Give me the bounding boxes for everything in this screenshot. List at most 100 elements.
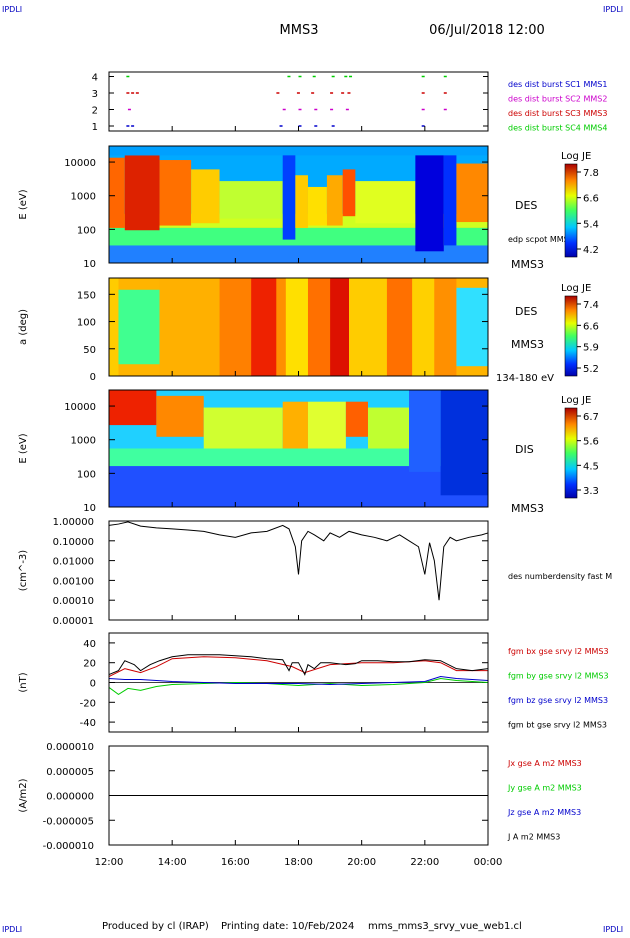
bfield-ytick-label: -40 [80, 718, 96, 729]
density-ytick-label: 0.00010 [53, 596, 94, 607]
burst-legend-label: des dist burst SC3 MMS3 [508, 109, 607, 118]
time-tick-label: 12:00 [95, 857, 124, 868]
burst-legend-label: des dist burst SC1 MMS1 [508, 80, 607, 89]
panel-current: -0.000010 -0.000005 0.000000 0.000005 0.0000… [18, 742, 582, 852]
des-energy-ytick-label: 10000 [64, 158, 96, 169]
spectrogram-band [109, 157, 125, 228]
time-axis: 12:00 14:00 16:00 18:00 20:00 22:00 00:00 [95, 126, 502, 868]
des-energy-colorbar-title: Log JE [561, 151, 591, 162]
des-energy-colorbar-tick-label: 7.8 [583, 168, 599, 179]
spectrogram-band [307, 278, 331, 376]
spectrogram-band [219, 278, 252, 376]
current-ytick-label: -0.000010 [43, 841, 94, 852]
spectrogram-band [355, 181, 416, 224]
density-ytick-label: 1.00000 [53, 517, 94, 528]
dis-energy-colorbar-tick-label: 5.6 [583, 437, 599, 448]
spectrogram-band [367, 407, 410, 449]
des-energy-ytick-label: 10 [83, 259, 96, 270]
des-pitch-ylabel: a (deg) [18, 309, 29, 345]
des-energy-colorbar-tick-label: 5.4 [583, 219, 599, 230]
burst-ytick-label: 2 [92, 106, 98, 117]
spectrogram-band [109, 390, 157, 426]
panel-des-pitch: 0 50 100 150 a (deg) DES MMS3 134-180 eV Log JE 7… [18, 278, 599, 384]
des-pitch-energy-range: 134-180 eV [496, 373, 554, 384]
panel-des-energy: 10 100 1000 10000 E (eV) DES edp scpot MMS3 MMS… [18, 146, 599, 271]
panel-burst: 1 2 3 4 des dist burst SC1 MMS1 des dist burs… [92, 73, 608, 134]
spectrogram-band [307, 401, 346, 449]
panel-density: 0.00001 0.00010 0.00100 0.01000 0.10000 1.000… [18, 517, 612, 627]
spectrogram-band [109, 245, 488, 263]
spectrogram-band [159, 278, 220, 376]
dis-energy-colorbar-tick-label: 4.5 [583, 461, 599, 472]
des-pitch-colorbar [564, 295, 578, 377]
des-pitch-colorbar-tick-label: 6.6 [583, 321, 599, 332]
current-ytick-label: 0.000000 [46, 792, 94, 803]
dis-energy-colorbar-tick-label: 6.7 [583, 412, 599, 423]
panel-dis-energy: 10 100 1000 10000 E (eV) DIS MMS3 Log JE 6.7 5.6 4… [18, 390, 599, 515]
burst-ytick-label: 3 [92, 89, 98, 100]
des-pitch-spacecraft-label: MMS3 [511, 338, 544, 351]
spectrogram-band [109, 278, 119, 376]
spectrogram-band [109, 448, 488, 467]
des-energy-ytick-label: 100 [77, 225, 96, 236]
footer-printing-date: Printing date: 10/Feb/2024 [221, 921, 354, 932]
bfield-legend-label: fgm bx gse srvy l2 MMS3 [508, 647, 609, 656]
spectrogram-band [118, 289, 160, 365]
density-legend-label: des numberdensity fast M [508, 572, 612, 581]
density-ytick-label: 0.00100 [53, 576, 94, 587]
burst-ytick-label: 4 [92, 73, 98, 84]
des-energy-colorbar-tick-label: 4.2 [583, 245, 599, 256]
time-tick-label: 14:00 [158, 857, 187, 868]
density-series-line [108, 521, 489, 601]
bfield-ytick-label: 20 [83, 659, 96, 670]
density-ytick-label: 0.01000 [53, 557, 94, 568]
bfield-series-bt [108, 654, 489, 676]
dis-energy-ytick-label: 100 [77, 469, 96, 480]
spectrogram-band [109, 227, 488, 246]
spectrogram-band [456, 163, 488, 223]
panel-frame-1 [108, 71, 489, 132]
corner-label-top-left: IPDLI [2, 5, 22, 14]
des-energy-ytick-label: 1000 [71, 192, 96, 203]
spacecraft-title: MMS3 [280, 23, 319, 38]
dis-energy-ytick-label: 10000 [64, 402, 96, 413]
corner-label-bottom-left: IPDLI [2, 925, 22, 934]
spectrogram-band [191, 169, 220, 224]
bfield-ytick-label: 40 [83, 639, 96, 650]
bfield-ylabel: (nT) [18, 672, 29, 692]
spectrogram-band [386, 278, 413, 376]
density-ylabel: (cm^-3) [18, 550, 29, 591]
dis-energy-ytick-label: 1000 [71, 436, 96, 447]
spectrogram-band [251, 278, 277, 376]
spectrogram-band [434, 278, 457, 376]
bfield-series-bz [108, 676, 489, 685]
current-ytick-label: -0.000005 [43, 816, 94, 827]
current-legend-label: Jz gse A m2 MMS3 [507, 808, 581, 817]
corner-label-top-right: IPDLI [603, 5, 623, 14]
spectrogram-band [276, 278, 286, 376]
spectrogram-band [342, 169, 356, 217]
time-tick-label: 22:00 [410, 857, 439, 868]
des-pitch-instrument-label: DES [515, 305, 537, 318]
des-pitch-colorbar-title: Log JE [561, 283, 591, 294]
dis-energy-ylabel: E (eV) [18, 433, 29, 463]
time-tick-label: 20:00 [347, 857, 376, 868]
des-pitch-colorbar-tick-label: 5.9 [583, 343, 599, 354]
current-ylabel: (A/m2) [18, 778, 29, 812]
des-pitch-ytick-label: 50 [83, 345, 96, 356]
spectrogram-band [345, 401, 368, 437]
spectrogram-band [156, 395, 204, 437]
des-pitch-ytick-label: 150 [77, 290, 96, 301]
burst-legend-label: des dist burst SC4 MMS4 [508, 124, 607, 133]
time-tick-label: 18:00 [284, 857, 313, 868]
dis-energy-colorbar-tick-label: 3.3 [583, 486, 599, 497]
bfield-ytick-label: 0 [90, 679, 96, 690]
des-energy-colorbar-tick-label: 6.6 [583, 194, 599, 205]
density-ytick-label: 0.10000 [53, 537, 94, 548]
spectrogram-band [443, 151, 457, 246]
spectrogram-band [109, 146, 488, 156]
bfield-legend-label: fgm bz gse srvy l2 MMS3 [508, 696, 608, 705]
dis-energy-instrument-label: DIS [515, 443, 534, 456]
burst-ytick-label: 1 [92, 122, 98, 133]
